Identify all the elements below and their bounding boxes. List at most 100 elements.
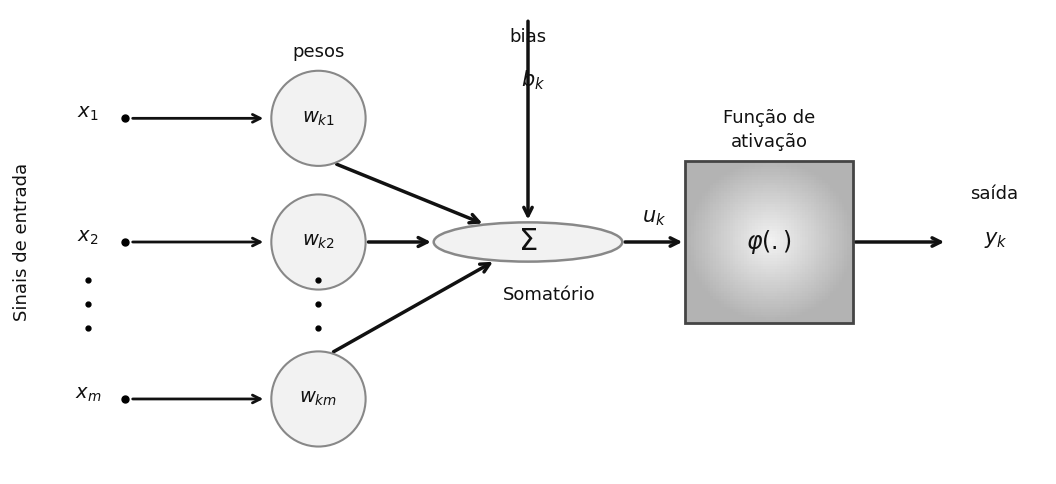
- Bar: [780, 194, 782, 196]
- Bar: [758, 307, 760, 309]
- Bar: [696, 312, 699, 315]
- Bar: [799, 320, 803, 323]
- Bar: [687, 318, 691, 320]
- Bar: [721, 210, 724, 212]
- Bar: [833, 302, 836, 304]
- Bar: [747, 239, 750, 242]
- Bar: [728, 261, 730, 264]
- Bar: [808, 194, 811, 196]
- Bar: [814, 223, 816, 226]
- Bar: [752, 288, 755, 290]
- Bar: [687, 293, 691, 296]
- Bar: [838, 239, 842, 242]
- Bar: [767, 199, 769, 201]
- Bar: [791, 247, 794, 250]
- Bar: [691, 283, 694, 285]
- Bar: [772, 302, 774, 304]
- Bar: [816, 166, 819, 169]
- Bar: [769, 307, 772, 309]
- Bar: [825, 293, 828, 296]
- Bar: [780, 234, 782, 237]
- Bar: [828, 212, 830, 215]
- Bar: [803, 258, 806, 261]
- Bar: [782, 280, 786, 283]
- Bar: [711, 280, 713, 283]
- Bar: [847, 299, 850, 302]
- Bar: [719, 309, 721, 312]
- Bar: [758, 312, 760, 315]
- Bar: [836, 210, 838, 212]
- Bar: [724, 175, 728, 177]
- Bar: [730, 194, 733, 196]
- Bar: [772, 220, 774, 223]
- Bar: [799, 269, 803, 272]
- Bar: [825, 161, 828, 164]
- Bar: [786, 302, 789, 304]
- Bar: [760, 315, 763, 318]
- Bar: [830, 191, 833, 194]
- Bar: [713, 261, 716, 264]
- Bar: [842, 261, 845, 264]
- Bar: [696, 293, 699, 296]
- Bar: [806, 274, 808, 277]
- Bar: [691, 250, 694, 253]
- Bar: [741, 212, 743, 215]
- Bar: [838, 247, 842, 250]
- Bar: [799, 253, 803, 256]
- Bar: [814, 164, 816, 166]
- Bar: [786, 280, 789, 283]
- Bar: [799, 256, 803, 258]
- Bar: [797, 161, 799, 164]
- Bar: [811, 182, 814, 185]
- Bar: [782, 288, 786, 290]
- Bar: [808, 199, 811, 201]
- Bar: [769, 290, 772, 293]
- Bar: [847, 177, 850, 180]
- Bar: [847, 261, 850, 264]
- Bar: [836, 226, 838, 228]
- Bar: [816, 261, 819, 264]
- Bar: [730, 288, 733, 290]
- Bar: [743, 261, 747, 264]
- Bar: [711, 274, 713, 277]
- Bar: [847, 175, 850, 177]
- Bar: [847, 309, 850, 312]
- Bar: [724, 312, 728, 315]
- Bar: [806, 164, 808, 166]
- Bar: [811, 296, 814, 299]
- Bar: [738, 207, 741, 210]
- Bar: [822, 175, 825, 177]
- Bar: [789, 172, 791, 175]
- Bar: [842, 161, 845, 164]
- Bar: [716, 177, 719, 180]
- Bar: [747, 318, 750, 320]
- Bar: [791, 245, 794, 247]
- Bar: [794, 242, 797, 245]
- Bar: [791, 280, 794, 283]
- Bar: [758, 250, 760, 253]
- Bar: [691, 218, 694, 220]
- Bar: [774, 223, 777, 226]
- Bar: [774, 161, 777, 164]
- Bar: [803, 218, 806, 220]
- Bar: [758, 164, 760, 166]
- Bar: [767, 210, 769, 212]
- Bar: [786, 274, 789, 277]
- Bar: [730, 302, 733, 304]
- Bar: [752, 318, 755, 320]
- Bar: [836, 201, 838, 204]
- Bar: [774, 234, 777, 237]
- Bar: [814, 175, 816, 177]
- Bar: [794, 293, 797, 296]
- Bar: [724, 196, 728, 199]
- Bar: [822, 261, 825, 264]
- Bar: [780, 180, 782, 182]
- Bar: [760, 266, 763, 269]
- Bar: [806, 309, 808, 312]
- Bar: [750, 264, 752, 266]
- Bar: [772, 309, 774, 312]
- Bar: [711, 312, 713, 315]
- Bar: [743, 274, 747, 277]
- Bar: [808, 315, 811, 318]
- Bar: [845, 191, 847, 194]
